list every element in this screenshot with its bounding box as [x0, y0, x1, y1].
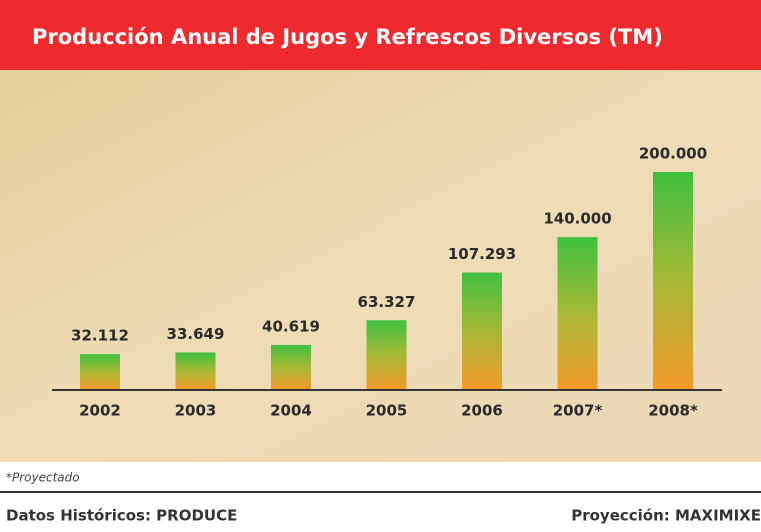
title-bar — [0, 0, 761, 70]
value-label: 33.649 — [167, 325, 225, 343]
x-tick-label: 2004 — [270, 402, 312, 420]
bar — [653, 172, 693, 389]
x-tick-label: 2002 — [79, 402, 121, 420]
bar — [462, 272, 502, 389]
chart-title: Producción Anual de Jugos y Refrescos Di… — [32, 25, 663, 49]
bar — [80, 354, 120, 389]
value-label: 32.112 — [71, 327, 129, 345]
source-left: Datos Históricos: PRODUCE — [6, 507, 237, 525]
x-tick-label: 2003 — [175, 402, 217, 420]
bar — [271, 344, 311, 389]
plot-area: 32.112 2002 33.649 2003 40.619 2004 63.327 2005… — [71, 145, 707, 420]
footnote: *Proyectado — [6, 471, 80, 485]
x-tick-label: 2006 — [461, 402, 503, 420]
value-label: 40.619 — [262, 317, 320, 335]
x-tick-label: 2008* — [648, 402, 698, 420]
bar — [557, 237, 598, 389]
value-label: 107.293 — [448, 245, 516, 263]
x-tick-label: 2007* — [553, 402, 603, 420]
plot-background — [0, 70, 761, 462]
value-label: 200.000 — [639, 145, 707, 163]
bar — [366, 320, 407, 389]
source-right: Proyección: MAXIMIXE — [571, 507, 761, 525]
x-tick-label: 2005 — [366, 402, 408, 420]
bar — [175, 352, 216, 389]
value-label: 140.000 — [543, 210, 611, 228]
value-label: 63.327 — [358, 293, 416, 311]
